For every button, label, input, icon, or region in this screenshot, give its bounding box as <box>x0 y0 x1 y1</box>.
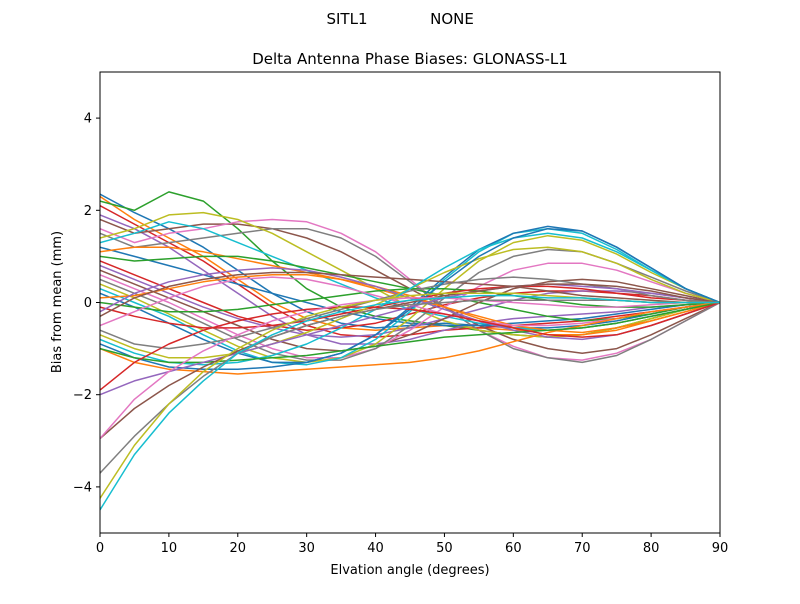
suptitle-left: SITL1 <box>326 10 367 28</box>
x-tick-label: 20 <box>230 541 247 556</box>
chart-title: Delta Antenna Phase Biases: GLONASS-L1 <box>252 50 568 68</box>
series-line-37 <box>100 297 720 439</box>
x-tick-label: 70 <box>574 541 591 556</box>
x-tick-label: 0 <box>96 541 104 556</box>
series-line-30 <box>100 232 720 366</box>
suptitle-right: NONE <box>430 10 474 28</box>
series-line-20 <box>100 227 720 366</box>
series-line-5 <box>100 214 720 345</box>
x-tick-label: 40 <box>367 541 384 556</box>
x-tick-label: 30 <box>298 541 315 556</box>
series-line-17 <box>100 262 720 359</box>
series-line-15 <box>100 264 720 338</box>
series-line-26 <box>100 271 720 317</box>
x-tick-label: 60 <box>505 541 522 556</box>
x-axis-label: Elvation angle (degrees) <box>330 563 489 578</box>
series-line-40 <box>100 294 720 511</box>
series-line-34 <box>100 301 720 391</box>
y-tick-label: −2 <box>73 388 92 403</box>
y-tick-label: 0 <box>84 296 92 311</box>
y-tick-label: −4 <box>73 480 92 495</box>
x-tick-label: 50 <box>436 541 453 556</box>
x-tick-label: 10 <box>161 541 178 556</box>
y-axis: −4 −2 0 2 4 <box>73 112 100 495</box>
x-tick-label: 90 <box>712 541 729 556</box>
series-line-35 <box>100 283 720 396</box>
series-line-36 <box>100 283 720 440</box>
y-axis-label: Bias from mean (mm) <box>50 231 65 373</box>
y-tick-label: 4 <box>84 112 92 127</box>
plot-area <box>99 71 721 534</box>
series-group <box>100 191 720 511</box>
x-axis: 0 10 20 30 40 50 60 70 80 90 <box>96 533 728 556</box>
y-tick-label: 2 <box>84 204 92 219</box>
series-line-8 <box>100 227 720 364</box>
x-tick-label: 80 <box>643 541 660 556</box>
